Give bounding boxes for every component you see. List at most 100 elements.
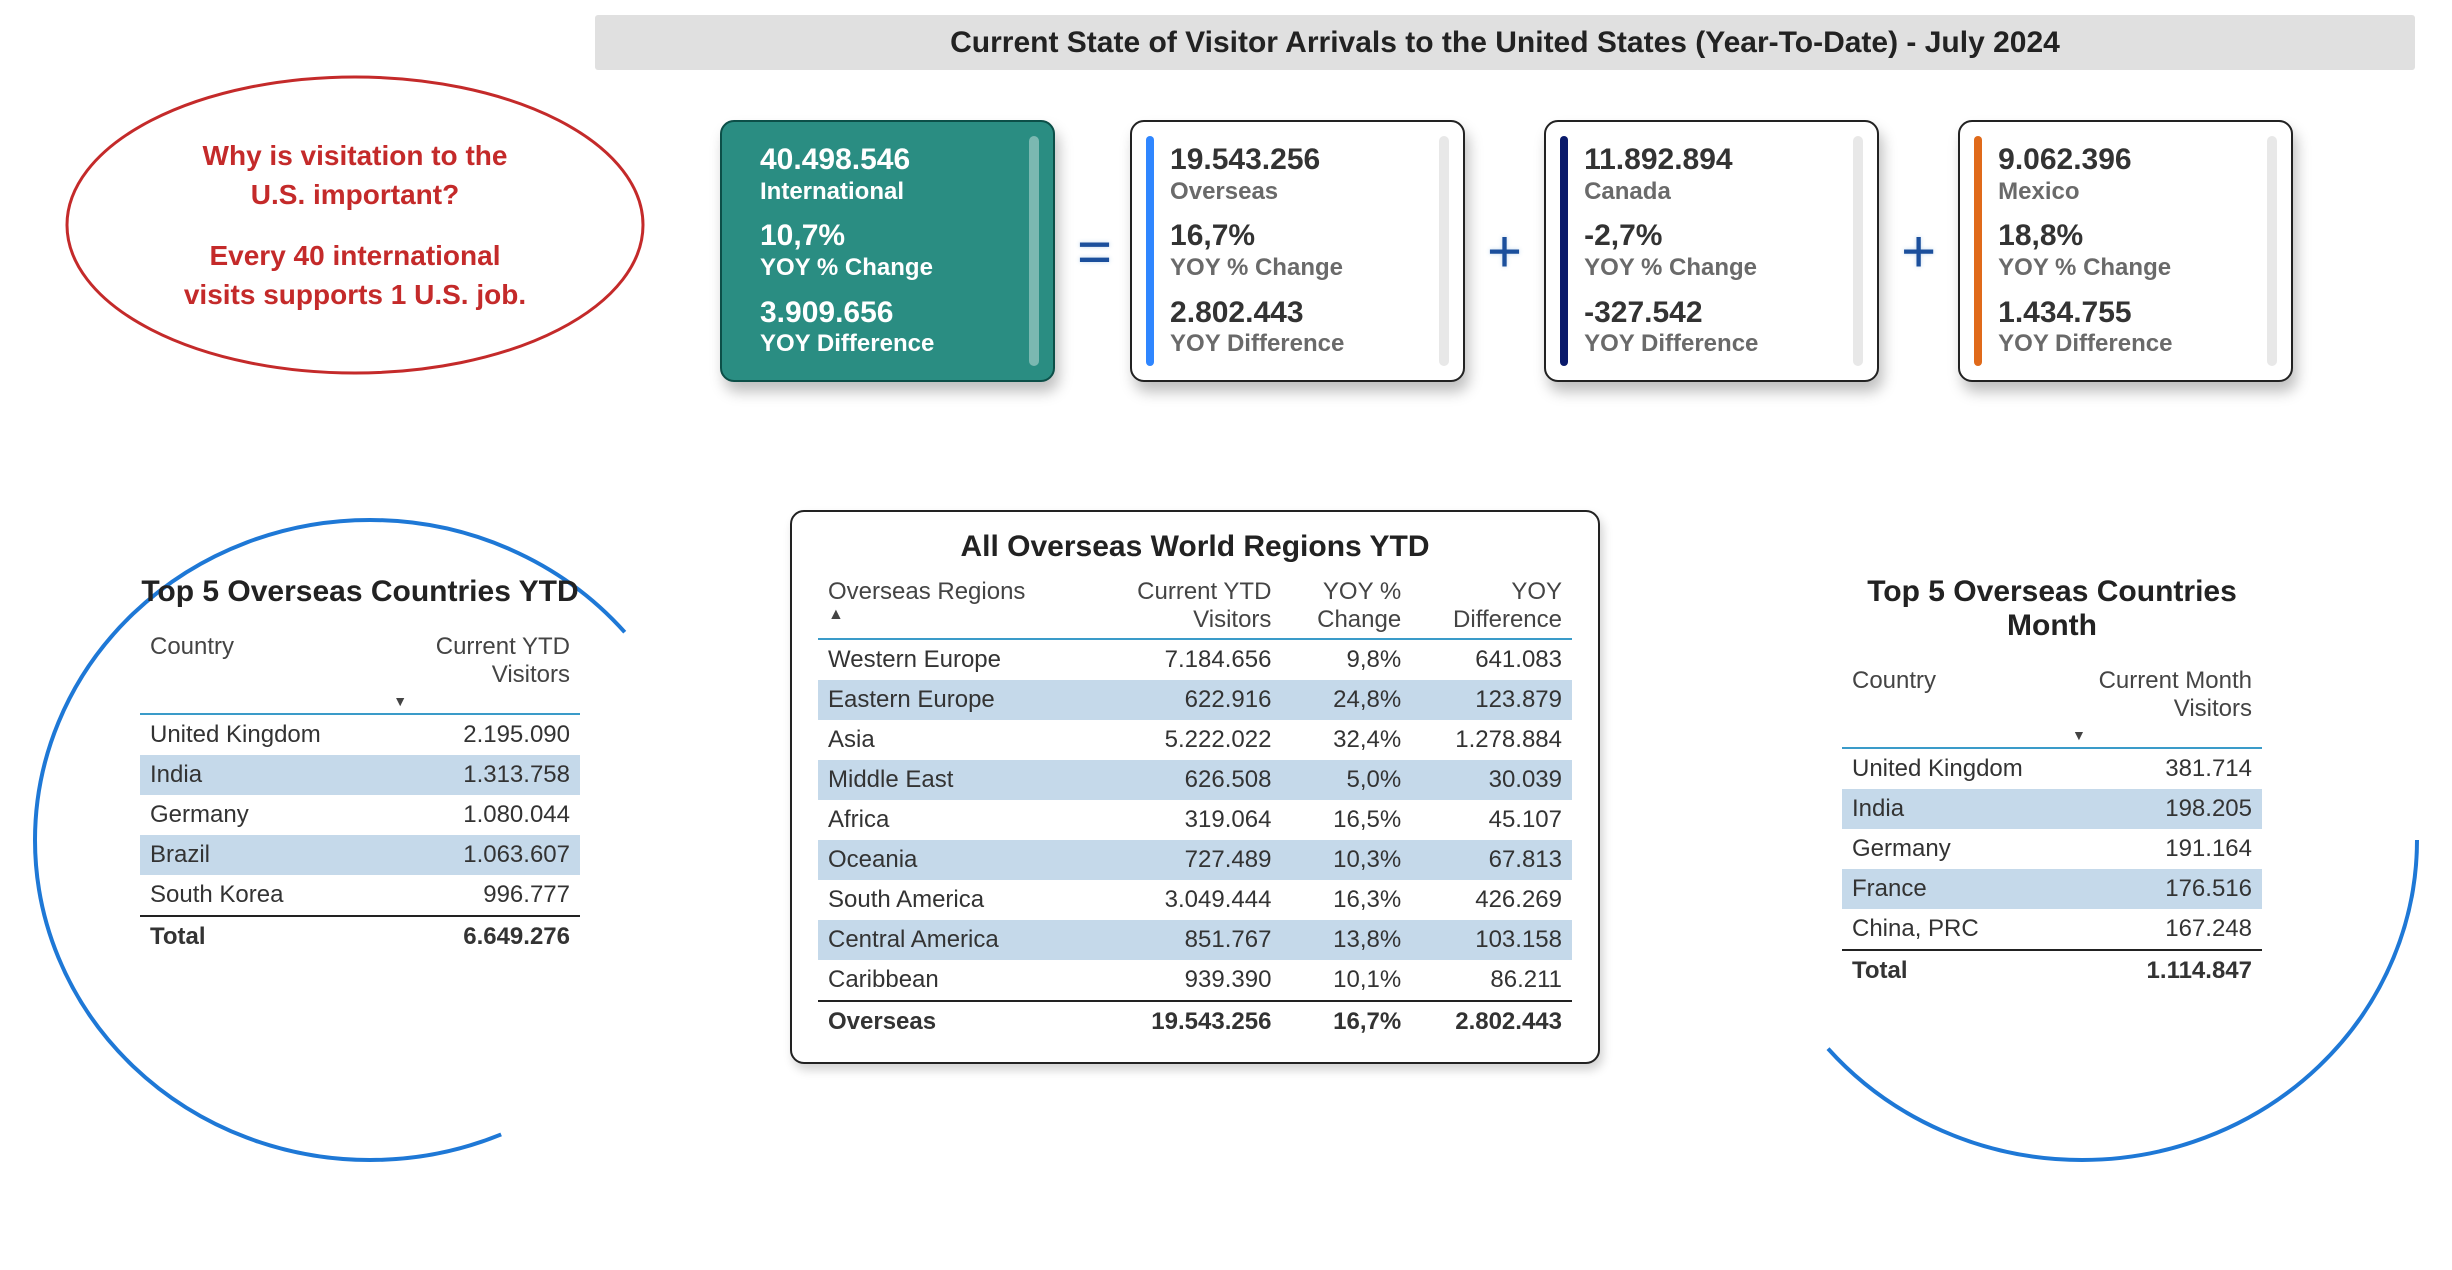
cell: 9,8% [1281,639,1411,680]
cell: 16,5% [1281,800,1411,840]
page-title: Current State of Visitor Arrivals to the… [595,15,2415,70]
callout-a1: Every 40 international [184,236,526,275]
plus-op: + [1487,217,1522,286]
table-row: United Kingdom2.195.090 [140,714,580,755]
cell: United Kingdom [140,714,383,755]
col-header[interactable]: YOYDifference [1411,572,1572,639]
table-row: South America3.049.44416,3%426.269 [818,880,1572,920]
cell: 626.508 [1089,760,1281,800]
cell: Asia [818,720,1089,760]
cell: 1.313.758 [383,755,580,795]
col-header[interactable]: Current YTDVisitors [1089,572,1281,639]
metric-label: YOY % Change [1998,254,2263,282]
table-row: China, PRC167.248 [1842,909,2262,950]
cell: 198.205 [2062,789,2262,829]
table-row: India1.313.758 [140,755,580,795]
cell: 319.064 [1089,800,1281,840]
cell: 167.248 [2062,909,2262,950]
total-row: Overseas19.543.25616,7%2.802.443 [818,1001,1572,1042]
metric-value: 1.434.755 [1998,297,2263,329]
callout-q2: U.S. important? [184,175,526,214]
top5-ytd-panel: Top 5 Overseas Countries YTD CountryCurr… [140,575,580,957]
metric-cards-row: 40.498.546International 10,7% YOY % Change… [720,120,2293,382]
metric-value: 19.543.256 [1170,144,1435,176]
metric-label: YOY Difference [1170,330,1435,358]
cell: Oceania [818,840,1089,880]
table-row: Western Europe7.184.6569,8%641.083 [818,639,1572,680]
metric-value: 16,7% [1170,220,1435,252]
metric-label: International [760,178,1025,206]
cell: Central America [818,920,1089,960]
metric-value: 40.498.546 [760,144,1025,176]
cell: 86.211 [1411,960,1572,1001]
table-row: Germany1.080.044 [140,795,580,835]
cell: 1.278.884 [1411,720,1572,760]
table-row: Asia5.222.02232,4%1.278.884 [818,720,1572,760]
table-row: India198.205 [1842,789,2262,829]
metric-value: 18,8% [1998,220,2263,252]
cell: China, PRC [1842,909,2062,950]
total-row: Total1.114.847 [1842,950,2262,991]
col-header[interactable]: Overseas Regions▲ [818,572,1089,639]
cell: Africa [818,800,1089,840]
card-rightbar [1029,136,1039,366]
cell: 123.879 [1411,680,1572,720]
top5-month-panel: Top 5 Overseas Countries Month CountryCu… [1842,575,2262,991]
metric-value: 10,7% [760,220,1025,252]
cell: 3.049.444 [1089,880,1281,920]
col-header[interactable]: Current YTDVisitors▼ [383,627,580,714]
top5-ytd-table: CountryCurrent YTDVisitors▼United Kingdo… [140,627,580,957]
metric-label: YOY Difference [1584,330,1849,358]
cell: United Kingdom [1842,748,2062,789]
cell: 2.195.090 [383,714,580,755]
regions-panel: All Overseas World Regions YTD Overseas … [790,510,1600,1064]
sort-arrow-icon[interactable]: ▼ [2072,727,2252,743]
plus-op: + [1901,217,1936,286]
cell: Brazil [140,835,383,875]
cell: Middle East [818,760,1089,800]
metric-value: 11.892.894 [1584,144,1849,176]
col-header[interactable]: Country [1842,661,2062,748]
cell: 7.184.656 [1089,639,1281,680]
cell: 939.390 [1089,960,1281,1001]
metric-label: YOY Difference [760,330,1025,358]
cell: 1.063.607 [383,835,580,875]
table-row: Oceania727.48910,3%67.813 [818,840,1572,880]
cell: Caribbean [818,960,1089,1001]
card-rightbar [1439,136,1449,366]
sort-arrow-icon[interactable]: ▼ [393,693,570,709]
table-row: South Korea996.777 [140,875,580,916]
card-rightbar [1853,136,1863,366]
cell: Eastern Europe [818,680,1089,720]
cell: Germany [1842,829,2062,869]
table-row: Central America851.76713,8%103.158 [818,920,1572,960]
metric-card: 9.062.396Mexico18,8%YOY % Change1.434.75… [1958,120,2293,382]
col-header[interactable]: Country [140,627,383,714]
metric-card: 11.892.894Canada-2,7%YOY % Change-327.54… [1544,120,1879,382]
top5-month-title: Top 5 Overseas Countries Month [1842,575,2262,643]
metric-label: YOY Difference [1998,330,2263,358]
cell: South Korea [140,875,383,916]
cell: 13,8% [1281,920,1411,960]
cell: 32,4% [1281,720,1411,760]
metric-label: YOY % Change [1584,254,1849,282]
cell: 851.767 [1089,920,1281,960]
cell: India [1842,789,2062,829]
cell: 1.080.044 [383,795,580,835]
callout-q1: Why is visitation to the [184,136,526,175]
cell: 641.083 [1411,639,1572,680]
sort-arrow-icon[interactable]: ▲ [828,606,1079,624]
table-row: Eastern Europe622.91624,8%123.879 [818,680,1572,720]
card-accent [1974,136,1982,366]
col-header[interactable]: Current MonthVisitors▼ [2062,661,2262,748]
metric-card: 19.543.256Overseas16,7%YOY % Change2.802… [1130,120,1465,382]
cell: 727.489 [1089,840,1281,880]
metric-value: -327.542 [1584,297,1849,329]
table-row: France176.516 [1842,869,2262,909]
cell: 622.916 [1089,680,1281,720]
cell: India [140,755,383,795]
cell: 10,3% [1281,840,1411,880]
cell: 67.813 [1411,840,1572,880]
col-header[interactable]: YOY %Change [1281,572,1411,639]
cell: South America [818,880,1089,920]
